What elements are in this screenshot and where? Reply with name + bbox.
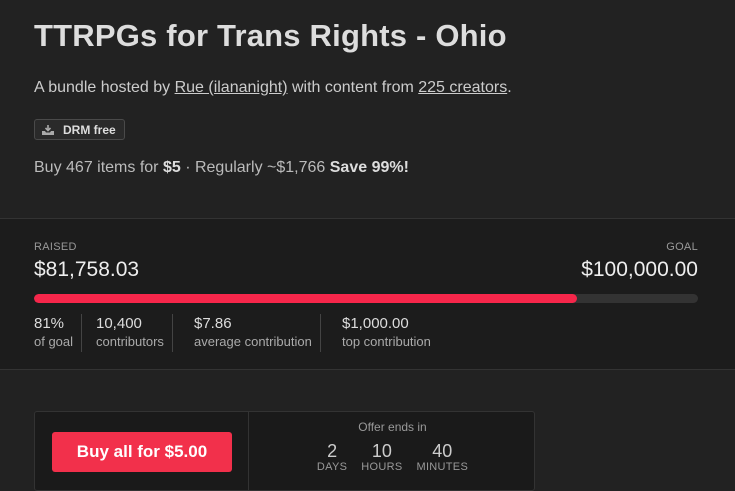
countdown-value: 2 (327, 441, 338, 461)
stat-label: of goal (34, 334, 74, 349)
goal-label: GOAL (666, 241, 698, 253)
bundle-byline: A bundle hosted by Rue (ilananight) with… (34, 79, 512, 97)
divider (0, 218, 735, 219)
offer-ends-label: Offer ends in (358, 420, 427, 434)
byline-prefix: A bundle hosted by (34, 79, 171, 96)
stat-top-contribution: $1,000.00 top contribution (342, 314, 439, 352)
countdown-unit: DAYS (316, 461, 348, 473)
page-title: TTRPGs for Trans Rights - Ohio (34, 18, 507, 53)
bundle-header (0, 0, 735, 218)
stat-value: 10,400 (96, 315, 142, 332)
offer-summary: Buy 467 items for $5 · Regularly ~$1,766… (34, 159, 409, 177)
goal-value: $100,000.00 (581, 258, 698, 281)
stat-value: $7.86 (194, 315, 232, 332)
countdown-unit: HOURS (361, 461, 403, 473)
purchase-panel: Buy all for $5.00 Offer ends in 2 DAYS 1… (34, 411, 535, 491)
stat-contributors: 10,400 contributors (96, 314, 173, 352)
offer-save: Save 99%! (329, 159, 409, 176)
divider (0, 369, 735, 370)
download-tray-icon (39, 123, 57, 137)
offer-prefix: Buy 467 items for (34, 159, 159, 176)
raised-value: $81,758.03 (34, 258, 140, 281)
drm-free-badge: DRM free (34, 119, 125, 140)
stat-percent-of-goal: 81% of goal (34, 314, 83, 352)
host-link[interactable]: Rue (ilananight) (174, 79, 288, 96)
stat-average-contribution: $7.86 average contribution (194, 314, 321, 352)
byline-middle: with content from (291, 79, 414, 96)
stat-value: 81% (34, 315, 65, 332)
creators-link[interactable]: 225 creators (418, 79, 508, 96)
divider (248, 412, 249, 490)
drm-free-label: DRM free (63, 122, 116, 137)
countdown-timer: 2 DAYS 10 HOURS 40 MINUTES (249, 441, 536, 473)
offer-regular: · Regularly ~$1,766 (185, 159, 326, 176)
stat-value: $1,000.00 (342, 315, 409, 332)
raised-label: RAISED (34, 241, 77, 253)
progress-bar-fill (34, 294, 577, 303)
countdown-value: 40 (432, 441, 453, 461)
progress-bar (34, 294, 698, 303)
buy-all-button[interactable]: Buy all for $5.00 (52, 432, 232, 472)
byline-suffix: . (507, 79, 512, 96)
countdown-unit: MINUTES (416, 461, 469, 473)
countdown-value: 10 (371, 441, 392, 461)
stat-label: contributors (96, 334, 164, 349)
countdown-minutes: 40 MINUTES (416, 441, 468, 473)
countdown-days: 2 DAYS (317, 441, 347, 473)
countdown-hours: 10 HOURS (361, 441, 402, 473)
offer-price: $5 (162, 159, 181, 176)
stat-label: average contribution (194, 334, 312, 349)
stat-label: top contribution (342, 334, 431, 349)
